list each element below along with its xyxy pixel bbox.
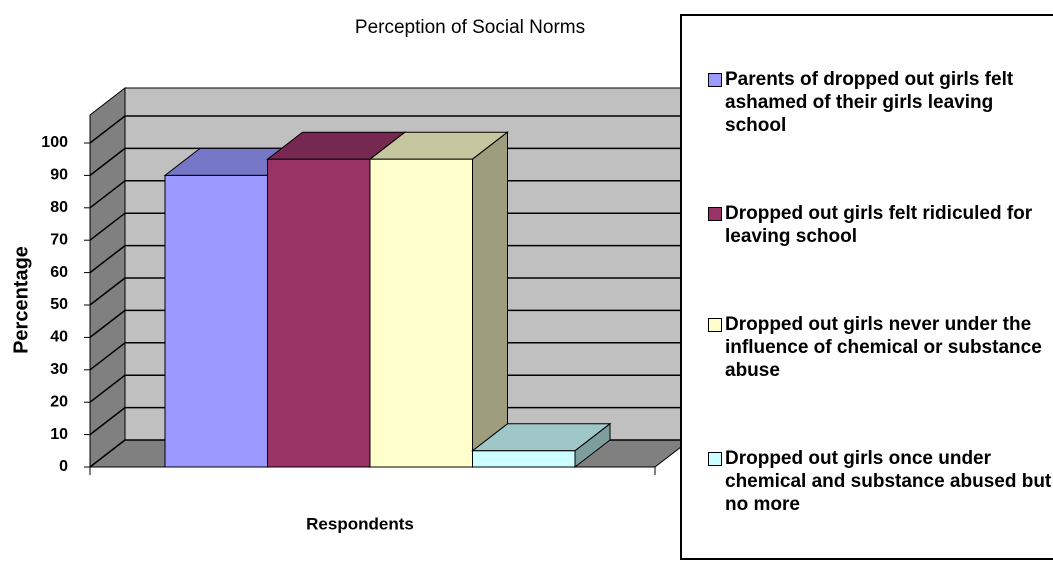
grid-line (89, 407, 126, 436)
legend-label: Dropped out girls never under the influe… (725, 313, 1042, 381)
bar (164, 174, 268, 468)
y-tick-label: 20 (50, 393, 68, 410)
legend-swatch (708, 73, 722, 88)
chart-title: Perception of Social Norms (355, 17, 585, 38)
bar-side (472, 131, 508, 469)
y-tick-label: 70 (50, 231, 68, 248)
bar (472, 450, 576, 468)
legend-label: Dropped out girls felt ridiculed for lea… (725, 203, 1033, 248)
grid-line (89, 277, 126, 306)
legend-label: Parents of dropped out girls felt ashame… (725, 69, 1014, 137)
y-tick-label: 50 (50, 296, 68, 313)
y-tick-label: 80 (50, 199, 68, 216)
grid-line (89, 115, 126, 144)
grid-line (89, 180, 126, 209)
chart: Perception of Social Norms Respondents P… (10, 17, 692, 533)
legend-label: Dropped out girls once under chemical an… (725, 447, 1052, 515)
y-tick-label: 90 (50, 167, 68, 184)
x-axis-label: Respondents (306, 514, 414, 533)
legend-swatch (708, 317, 722, 332)
grid-line (89, 309, 126, 338)
legend-swatch (708, 451, 722, 466)
grid-line (89, 439, 126, 468)
legend-swatch (708, 207, 722, 222)
grid-line (89, 147, 126, 176)
grid-line (89, 212, 126, 241)
legend: Parents of dropped out girls felt ashame… (680, 14, 1053, 560)
y-tick-label: 0 (59, 458, 68, 475)
grid-line (89, 245, 126, 274)
y-tick-label: 60 (50, 264, 68, 281)
bar (267, 158, 371, 468)
side-wall (89, 86, 126, 469)
grid-line (89, 342, 126, 371)
y-tick-label: 100 (41, 134, 68, 151)
legend-item: Dropped out girls felt ridiculed for lea… (682, 202, 1053, 248)
bar (369, 158, 473, 468)
y-tick-label: 40 (50, 329, 68, 346)
legend-item: Dropped out girls never under the influe… (682, 313, 1053, 382)
legend-item: Dropped out girls once under chemical an… (682, 447, 1053, 516)
legend-item: Parents of dropped out girls felt ashame… (682, 68, 1053, 137)
y-axis-label: Percentage (10, 246, 32, 354)
grid-line (89, 374, 126, 403)
y-tick-label: 30 (50, 361, 68, 378)
y-tick-label: 10 (50, 426, 68, 443)
